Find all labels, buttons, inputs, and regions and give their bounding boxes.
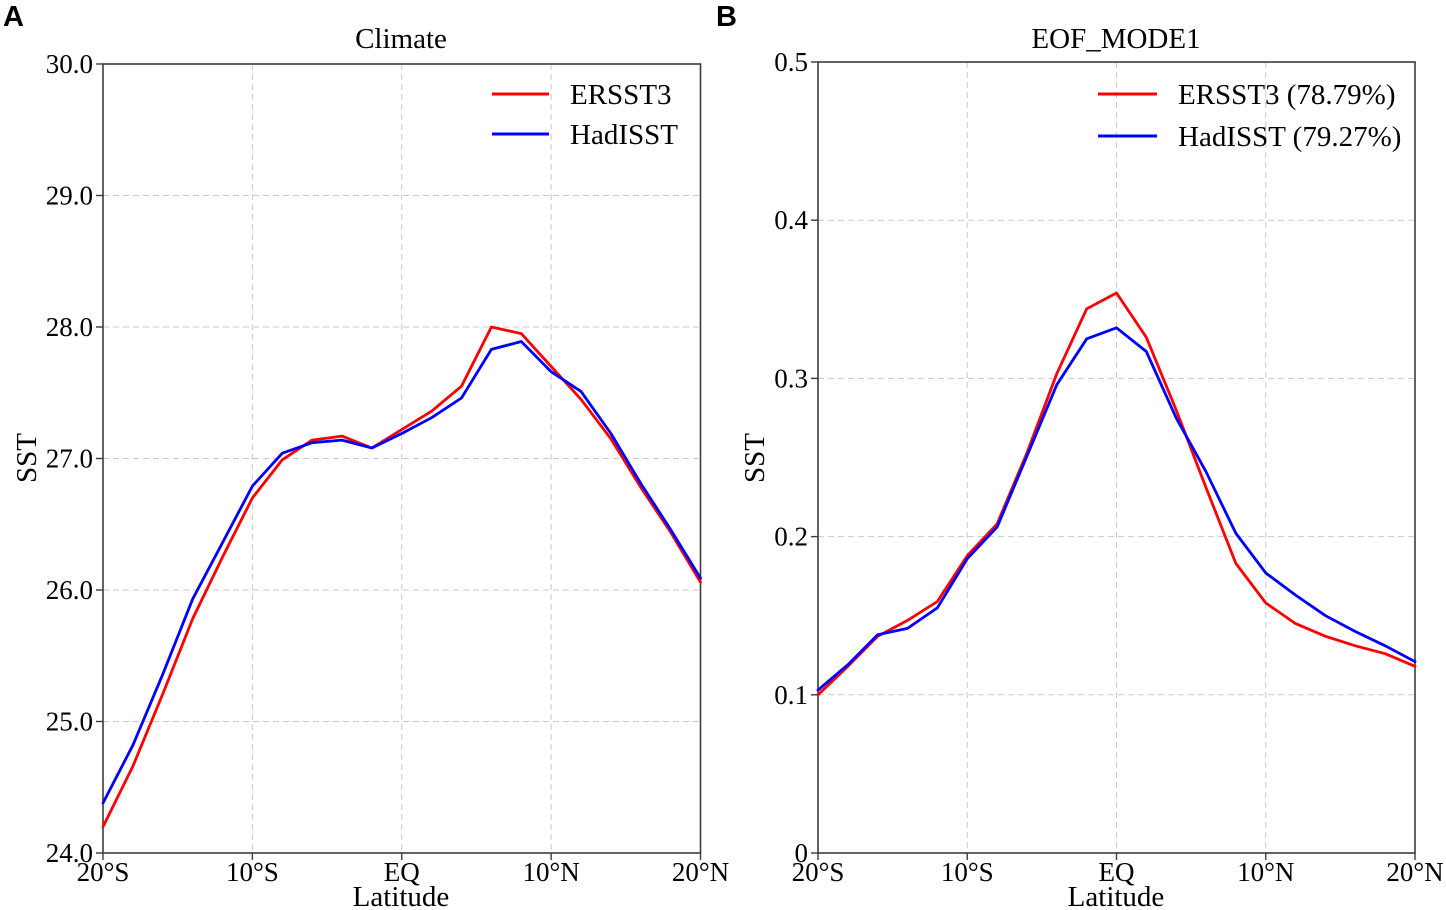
panel-a-plot-area: 20°S 10°S EQ 10°N 20°N 30.0 29.0 28.0 27.0 26.0 25…: [46, 49, 729, 887]
y-tick-label: 29.0: [46, 181, 93, 211]
y-tick-label: 28.0: [46, 312, 93, 342]
panel-a: A Climate SST Latitude 20°S 10°S EQ 10°N 20°…: [3, 1, 729, 910]
x-tick-label: EQ: [384, 857, 420, 887]
plot-border: [817, 61, 1416, 854]
legend-label-hadisst-pct: HadISST (79.27%): [1178, 121, 1401, 153]
y-tick-label: 24.0: [46, 838, 93, 868]
panel-b-letter: B: [716, 1, 737, 33]
series-line-hadisst: [101, 340, 702, 805]
panel-b-y-axis-label: SST: [739, 433, 771, 483]
panel-a-title: Climate: [355, 23, 447, 55]
y-tick-label: 25.0: [46, 707, 93, 737]
series-line-hadisst-79-27: [816, 326, 1417, 692]
x-tick-label: 10°N: [522, 857, 579, 887]
panel-a-y-axis-label: SST: [11, 433, 43, 483]
x-tick-label: EQ: [1099, 857, 1135, 887]
y-tick-label: 27.0: [46, 444, 93, 474]
y-tick-label: 30.0: [46, 49, 93, 79]
panel-b-legend: ERSST3 (78.79%) HadISST (79.27%): [1098, 79, 1401, 153]
x-tick-label: 20°S: [792, 857, 845, 887]
legend-label-ersst3-pct: ERSST3 (78.79%): [1178, 79, 1396, 111]
legend-label-hadisst: HadISST: [570, 119, 678, 151]
y-tick-label: 0.4: [774, 205, 808, 235]
y-tick-label: 0: [795, 838, 809, 868]
series-line-ersst3: [101, 325, 702, 829]
x-tick-label: 20°N: [1386, 857, 1443, 887]
x-tick-label: 10°S: [226, 857, 279, 887]
plot-border: [102, 63, 702, 854]
x-tick-label: 20°N: [672, 857, 729, 887]
x-tick-label: 10°N: [1237, 857, 1294, 887]
y-tick-label: 0.2: [774, 522, 808, 552]
panel-b: B EOF_MODE1 SST Latitude 20°S 10°S EQ 10°N 2…: [716, 1, 1444, 910]
series-line-ersst3-78-79: [816, 291, 1417, 697]
y-tick-label: 0.5: [774, 47, 808, 77]
panel-b-plot-area: 20°S 10°S EQ 10°N 20°N 0.5 0.4 0.3 0.2 0.1 0: [774, 47, 1443, 887]
y-tick-label: 26.0: [46, 575, 93, 605]
panel-a-letter: A: [3, 1, 24, 33]
panel-b-x-axis-label: Latitude: [1068, 881, 1165, 910]
x-tick-label: 20°S: [77, 857, 130, 887]
x-tick-label: 10°S: [941, 857, 994, 887]
panel-a-x-axis-label: Latitude: [353, 881, 450, 910]
panel-b-title: EOF_MODE1: [1031, 23, 1200, 55]
y-tick-label: 0.3: [774, 363, 808, 393]
legend-label-ersst3: ERSST3: [570, 79, 672, 111]
panel-a-legend: ERSST3 HadISST: [492, 79, 678, 151]
y-tick-label: 0.1: [774, 680, 808, 710]
